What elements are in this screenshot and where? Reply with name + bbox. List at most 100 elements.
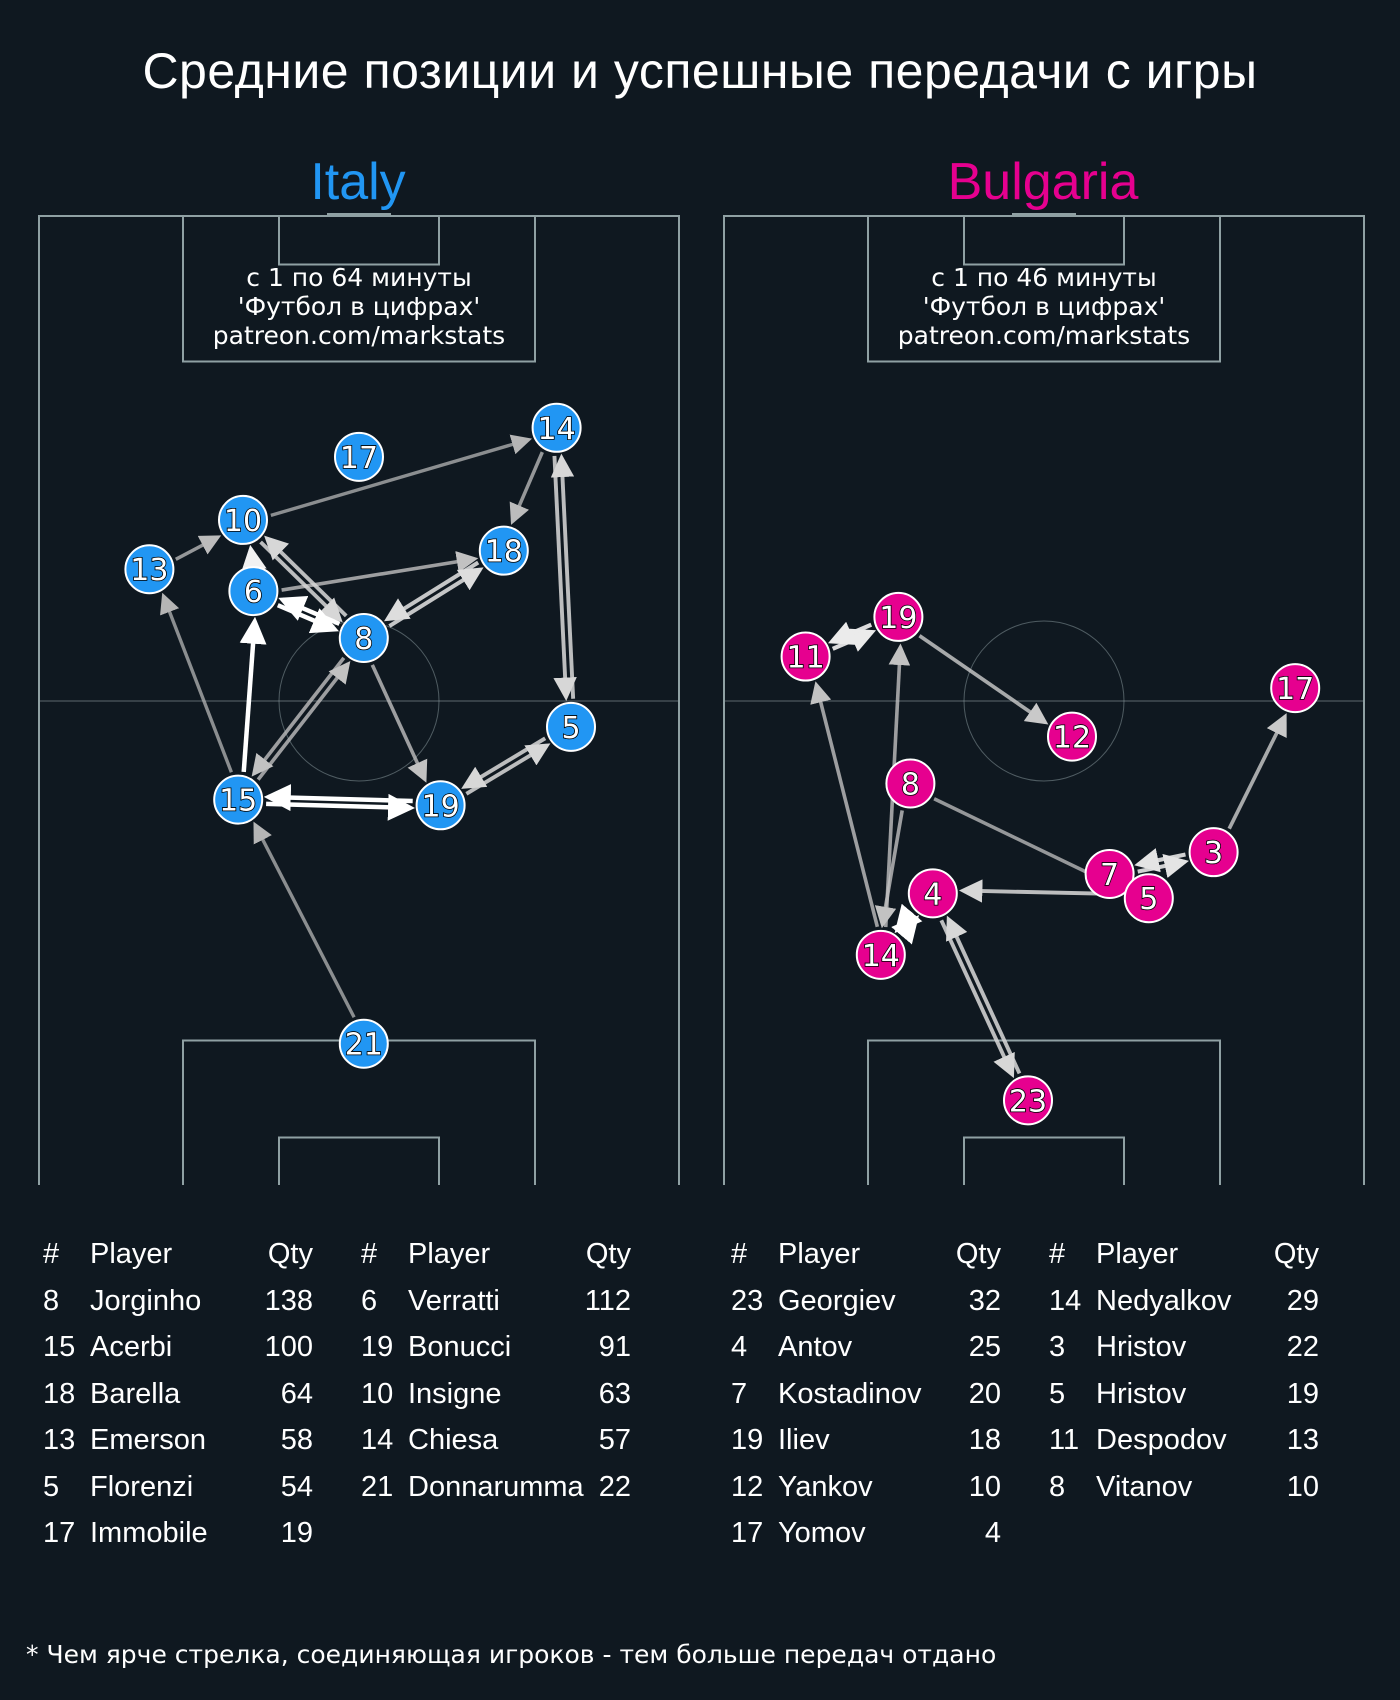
center-circle <box>963 620 1125 782</box>
team-name-bulgaria: Bulgaria <box>947 153 1139 211</box>
player-number-label: 5 <box>1139 882 1158 917</box>
table-row: 14 Nedyalkov 29 <box>1049 1285 1319 1332</box>
player-node: 19 <box>873 591 924 642</box>
player-number-label: 14 <box>862 939 900 974</box>
table-row: 12 Yankov 10 <box>731 1471 1001 1518</box>
player-node: 3 <box>1188 827 1239 878</box>
pass-map-bulgaria: с 1 по 46 минуты'Футбол в цифрах'patreon… <box>723 213 1365 1185</box>
player-name-cell: Chiesa <box>408 1424 499 1456</box>
footnote: * Чем ярче стрелка, соединяющая игроков … <box>26 1640 997 1669</box>
player-marker <box>1047 711 1097 762</box>
player-number-label: 21 <box>345 1028 383 1063</box>
player-marker <box>1123 873 1174 924</box>
player-num-cell: 8 <box>1049 1470 1066 1503</box>
pass-arrow <box>939 919 1015 1079</box>
player-qty-cell: 100 <box>264 1331 313 1363</box>
table-row: 3 Hristov 22 <box>1049 1331 1319 1378</box>
player-number-label: 15 <box>219 784 257 819</box>
pass-arrow <box>509 451 544 525</box>
table-header-cell: # <box>43 1238 60 1270</box>
player-num-cell: 10 <box>361 1377 394 1410</box>
player-marker <box>885 758 936 809</box>
table-header-row: # Player Qty <box>361 1238 631 1285</box>
goal-area-top <box>963 215 1125 266</box>
player-num-cell: 17 <box>731 1517 764 1549</box>
player-qty-cell: 19 <box>1286 1377 1319 1410</box>
table-header-cell: # <box>1049 1238 1066 1270</box>
player-qty-cell: 10 <box>968 1470 1001 1503</box>
player-node: 15 <box>213 774 264 825</box>
pitch-caption-line: 'Футбол в цифрах' <box>238 292 481 321</box>
pitch-caption-line: patreon.com/markstats <box>898 321 1190 350</box>
player-qty-cell: 91 <box>598 1331 631 1363</box>
table-header-cell: Qty <box>1273 1238 1319 1270</box>
table-row: 10 Insigne 63 <box>361 1378 631 1425</box>
pass-arrow <box>370 664 428 783</box>
pass-arrow <box>552 455 577 701</box>
player-qty-cell: 4 <box>984 1517 1001 1549</box>
player-marker <box>855 929 906 980</box>
pass-arrow <box>461 736 547 789</box>
pass-arrow <box>465 743 551 796</box>
player-node: 11 <box>780 631 831 682</box>
player-number-label: 4 <box>923 877 942 912</box>
player-qty-cell: 112 <box>584 1284 631 1317</box>
passes-layer <box>160 434 577 1019</box>
player-node: 6 <box>228 566 279 617</box>
pass-arrow <box>894 903 923 934</box>
table-row: 21 Donnarumma 22 <box>361 1471 631 1518</box>
pass-arrow <box>550 453 576 699</box>
table-row: 8 Jorginho 138 <box>43 1285 313 1332</box>
player-marker <box>1003 1075 1053 1126</box>
table-row: 19 Bonucci 91 <box>361 1331 631 1378</box>
player-num-cell: 15 <box>43 1331 76 1363</box>
italy-table-right: # Player Qty 6 Verratti 112 19 Bonucci 91 10 Insig… <box>361 1238 631 1517</box>
table-row: 5 Florenzi 54 <box>43 1471 313 1518</box>
player-node: 18 <box>478 525 529 576</box>
pitch-caption-line: patreon.com/markstats <box>213 321 505 350</box>
player-node: 5 <box>1123 873 1174 924</box>
table-row: 8 Vitanov 10 <box>1049 1471 1319 1518</box>
pass-arrow <box>276 603 339 634</box>
player-number-label: 3 <box>1204 836 1223 871</box>
pass-arrow <box>384 560 480 622</box>
player-name-cell: Immobile <box>90 1517 208 1549</box>
player-marker <box>1084 848 1135 899</box>
player-number-label: 18 <box>485 535 523 570</box>
pass-arrow <box>160 592 233 773</box>
table-row: 17 Immobile 19 <box>43 1517 313 1564</box>
player-number-label: 6 <box>244 575 263 610</box>
pass-arrow <box>810 681 880 928</box>
player-node: 19 <box>415 780 466 831</box>
table-header-cell: Player <box>778 1238 861 1270</box>
table-row: 11 Despodov 13 <box>1049 1424 1319 1471</box>
player-node: 5 <box>546 701 596 752</box>
player-number-label: 19 <box>422 789 460 824</box>
player-number-label: 17 <box>1276 672 1314 707</box>
pass-arrow <box>388 567 484 628</box>
goal-area-bottom <box>278 1136 440 1185</box>
player-number-label: 10 <box>224 504 262 539</box>
pass-arrow <box>1227 713 1287 830</box>
pass-arrow <box>874 810 904 929</box>
player-qty-cell: 58 <box>280 1424 313 1456</box>
pitch-caption-line: с 1 по 46 минуты <box>931 263 1156 292</box>
player-name-cell: Georgiev <box>778 1284 896 1317</box>
player-marker <box>780 631 831 682</box>
player-num-cell: 13 <box>43 1424 76 1456</box>
player-name-cell: Vitanov <box>1096 1470 1193 1503</box>
pitch-caption-line: с 1 по 64 минуты <box>246 263 471 292</box>
player-node: 8 <box>338 612 389 663</box>
player-name-cell: Yomov <box>778 1517 866 1549</box>
bulgaria-table-right: # Player Qty 14 Nedyalkov 29 3 Hristov 22 5 Hristo… <box>1049 1238 1319 1517</box>
player-qty-cell: 19 <box>280 1517 313 1549</box>
player-node: 8 <box>885 758 936 809</box>
table-header-cell: Qty <box>955 1238 1001 1270</box>
player-qty-cell: 25 <box>968 1331 1001 1363</box>
player-name-cell: Iliev <box>778 1424 830 1456</box>
player-name-cell: Florenzi <box>90 1470 194 1503</box>
player-qty-cell: 18 <box>968 1424 1001 1456</box>
player-qty-cell: 138 <box>264 1284 313 1317</box>
player-number-label: 5 <box>561 711 580 746</box>
penalty-area-bottom <box>867 1039 1221 1185</box>
